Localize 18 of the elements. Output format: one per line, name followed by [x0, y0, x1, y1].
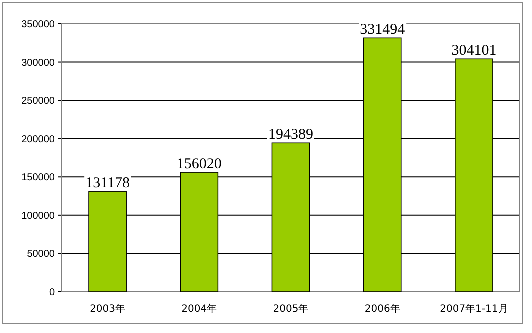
x-tick-label: 2003年	[90, 303, 126, 315]
x-tick-label: 2007年1-11月	[440, 303, 508, 315]
y-tick-label: 100000	[22, 210, 56, 222]
data-label: 194389	[268, 127, 314, 144]
y-tick-label: 0	[49, 288, 56, 298]
y-tick-label: 150000	[22, 172, 56, 184]
y-tick-label: 50000	[27, 249, 56, 260]
y-tick-label: 250000	[22, 96, 56, 108]
data-label: 331494	[360, 22, 406, 38]
y-tick-label: 350000	[22, 20, 56, 30]
data-label: 156020	[176, 156, 222, 173]
y-tick-label: 200000	[22, 134, 56, 146]
y-tick-label: 300000	[22, 58, 56, 69]
x-tick-label: 2006年	[364, 303, 400, 315]
x-tick-label: 2005年	[273, 303, 309, 315]
data-label: 304101	[452, 43, 497, 60]
data-label: 131178	[86, 176, 130, 192]
x-tick-label: 2004年	[182, 303, 218, 315]
